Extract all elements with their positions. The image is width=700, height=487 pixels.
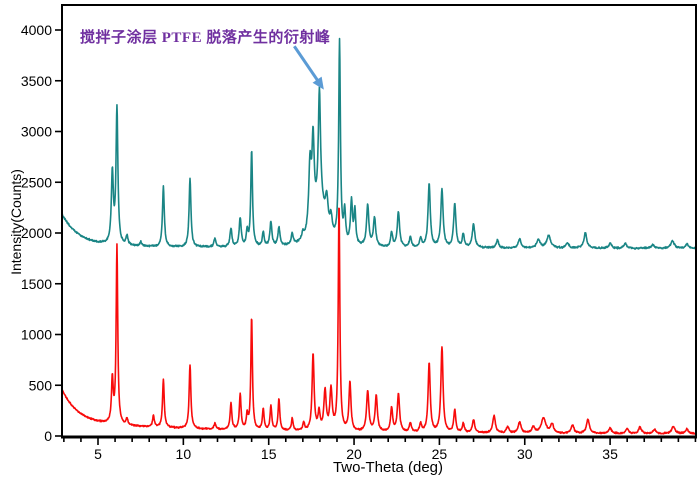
axis-ticks (55, 29, 697, 445)
x-tick-label: 15 (261, 446, 277, 462)
ptfe-annotation-text: 搅拌子涂层 PTFE 脱落产生的衍射峰 (80, 30, 331, 46)
y-tick-label: 3500 (21, 73, 52, 89)
y-tick-label: 2500 (21, 174, 52, 190)
y-tick-label: 2000 (21, 225, 52, 241)
x-axis-label: Two-Theta (deg) (332, 459, 444, 476)
y-tick-label: 1000 (21, 327, 52, 343)
xrd-series-upper-line (62, 37, 696, 250)
y-axis-label: Intensity(Counts) (8, 169, 24, 275)
y-tick-label: 500 (29, 377, 53, 393)
x-tick-label: 25 (432, 446, 448, 462)
xrd-series-lower-line (62, 207, 696, 435)
x-tick-label: 10 (176, 446, 192, 462)
annotation-arrow-icon (293, 45, 324, 90)
x-tick-label: 5 (94, 446, 102, 462)
x-tick-label: 35 (602, 446, 618, 462)
y-tick-label: 1500 (21, 276, 52, 292)
plot-frame (61, 4, 697, 438)
x-tick-label: 20 (346, 446, 362, 462)
x-tick-label: 30 (517, 446, 533, 462)
y-tick-label: 4000 (21, 22, 52, 38)
y-tick-label: 3000 (21, 124, 52, 140)
y-tick-label: 0 (44, 428, 52, 444)
